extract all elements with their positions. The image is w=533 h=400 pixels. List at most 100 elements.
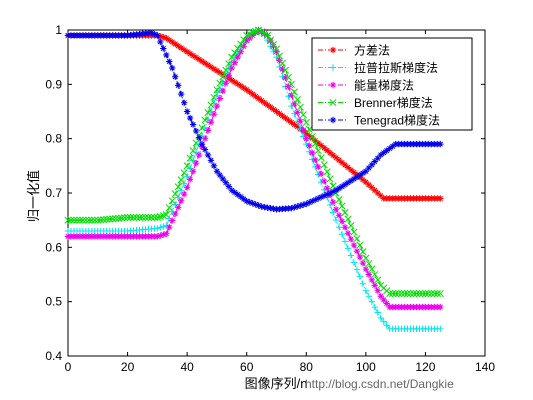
series-marker — [282, 74, 289, 82]
series-marker — [228, 77, 236, 84]
series-marker — [160, 231, 167, 238]
series-marker — [374, 287, 381, 294]
y-tick-label: 0.5 — [45, 295, 62, 309]
y-tick-label: 0.7 — [45, 186, 62, 200]
series-marker — [201, 124, 209, 131]
series-marker — [350, 169, 358, 176]
series-marker — [320, 192, 328, 199]
series-marker — [359, 248, 367, 256]
series-marker — [219, 71, 227, 78]
series-marker — [166, 36, 173, 44]
series-marker — [270, 106, 277, 113]
series-marker — [73, 216, 81, 224]
series-marker — [192, 149, 200, 156]
series-marker — [368, 184, 376, 191]
series-marker — [365, 164, 373, 172]
series-4 — [64, 29, 444, 213]
series-marker — [270, 205, 277, 212]
series-marker — [207, 157, 215, 164]
series-marker — [374, 309, 381, 316]
series-layer — [64, 26, 444, 333]
series-marker — [258, 97, 265, 104]
series-marker — [306, 199, 313, 206]
series-marker — [175, 82, 182, 89]
legend-label: 拉普拉斯梯度法 — [354, 60, 438, 75]
series-marker — [386, 145, 393, 152]
series-marker — [424, 289, 432, 298]
series-marker — [177, 90, 185, 98]
series-marker — [192, 159, 200, 167]
series-marker — [210, 111, 218, 118]
series-marker — [198, 58, 206, 65]
series-marker — [115, 214, 123, 222]
series-marker — [323, 147, 331, 154]
series-marker — [252, 201, 259, 208]
series-marker — [350, 259, 358, 266]
series-marker — [228, 187, 236, 194]
series-marker — [213, 86, 221, 94]
series-marker — [356, 171, 364, 179]
series-marker — [323, 184, 331, 192]
series-marker — [240, 36, 248, 44]
x-tick-label: 20 — [121, 360, 135, 374]
series-marker — [124, 213, 132, 222]
series-marker — [312, 156, 319, 164]
series-marker — [383, 322, 390, 329]
series-marker — [338, 159, 346, 166]
series-marker — [132, 213, 141, 222]
series-marker — [216, 95, 224, 102]
series-marker — [409, 289, 418, 298]
series-marker — [267, 103, 274, 111]
series-marker — [421, 289, 429, 298]
series-marker — [329, 116, 337, 124]
series-marker — [362, 178, 370, 186]
series-marker — [371, 270, 379, 279]
series-marker — [210, 93, 218, 101]
series-marker — [341, 161, 349, 169]
series-marker — [329, 182, 337, 190]
series-marker — [82, 216, 90, 224]
legend-box — [311, 37, 473, 131]
series-marker — [362, 254, 370, 262]
series-marker — [204, 61, 212, 69]
series-marker — [269, 40, 278, 49]
series-marker — [243, 37, 250, 45]
series-marker — [273, 48, 280, 55]
series-marker — [154, 32, 161, 39]
series-marker — [180, 169, 188, 177]
series-marker — [231, 59, 238, 66]
series-marker — [243, 86, 250, 93]
series-marker — [338, 202, 346, 210]
series-marker — [368, 276, 376, 284]
series-marker — [243, 197, 250, 205]
series-marker — [85, 216, 93, 224]
series-marker — [344, 179, 352, 186]
series-marker — [320, 186, 328, 193]
series-marker — [79, 216, 87, 224]
series-marker — [183, 184, 191, 191]
series-marker — [380, 296, 387, 304]
series-marker — [216, 79, 224, 87]
series-marker — [207, 63, 215, 71]
series-marker — [437, 140, 444, 148]
series-marker — [216, 69, 224, 76]
series-marker — [154, 233, 161, 240]
series-marker — [377, 192, 384, 199]
series-marker — [359, 280, 367, 287]
series-marker — [279, 112, 286, 120]
series-marker — [294, 109, 301, 116]
series-marker — [163, 34, 170, 42]
series-marker — [157, 33, 164, 40]
series-marker — [172, 40, 179, 48]
series-marker — [192, 54, 200, 61]
series-marker — [192, 127, 200, 135]
series-marker — [126, 213, 135, 222]
series-marker — [210, 65, 218, 73]
series-marker — [186, 50, 194, 57]
series-marker — [332, 187, 340, 194]
series-marker — [189, 157, 197, 164]
series-marker — [169, 64, 176, 72]
series-marker — [210, 162, 218, 170]
series-marker — [255, 95, 262, 102]
